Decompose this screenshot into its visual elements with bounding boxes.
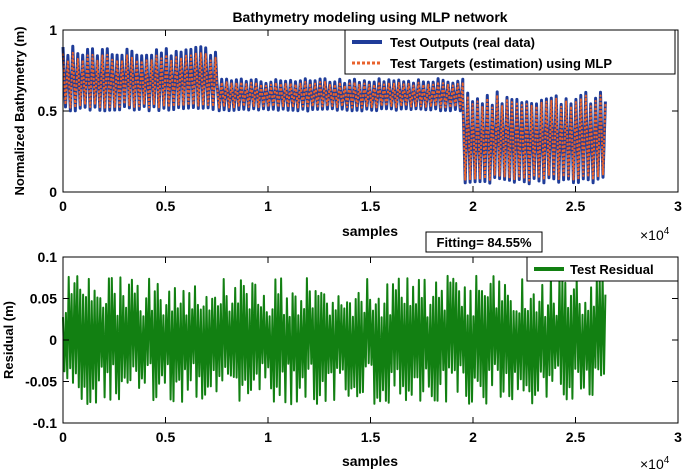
x-tick-label: 0 xyxy=(59,198,67,214)
y-tick-label: 0 xyxy=(49,332,57,348)
x-multiplier-base: ×10 xyxy=(640,456,664,472)
series-line-test-outputs xyxy=(61,44,607,186)
y-tick-label: -0.1 xyxy=(33,415,57,431)
x-tick-label: 2.5 xyxy=(566,198,586,214)
x-multiplier-exponent: 4 xyxy=(664,226,670,237)
x-tick-label: 0.5 xyxy=(156,429,176,445)
fitting-annotation-text: Fitting= 84.55% xyxy=(437,235,532,250)
y-axis-ticks: 00.51 xyxy=(38,22,678,200)
x-tick-label: 2.5 xyxy=(566,429,586,445)
chart-title: Bathymetry modeling using MLP network xyxy=(232,9,507,25)
y-tick-label: 0.5 xyxy=(38,103,58,119)
x-tick-label: 0 xyxy=(59,429,67,445)
legend-box xyxy=(344,29,676,75)
x-multiplier-base: ×10 xyxy=(640,227,664,243)
x-multiplier-exponent: 4 xyxy=(664,455,670,466)
x-exponent-multiplier: ×104 xyxy=(640,226,670,243)
x-tick-label: 1.5 xyxy=(361,198,381,214)
y-tick-label: 0.1 xyxy=(38,249,58,265)
y-axis-label: Normalized Bathymetry (m) xyxy=(12,26,27,195)
legend-label-test-outputs: Test Outputs (real data) xyxy=(390,35,535,50)
x-tick-label: 3 xyxy=(674,429,682,445)
series-line-test-residual xyxy=(62,274,607,406)
plot-area xyxy=(61,44,607,186)
fitting-annotation-box xyxy=(425,231,543,253)
y-axis-label: Residual (m) xyxy=(1,301,16,379)
y-tick-label: 0 xyxy=(49,184,57,200)
plot-area xyxy=(62,274,607,406)
legend-label-test-residual: Test Residual xyxy=(570,262,654,277)
x-axis-ticks: 0 0.5 1 1.5 2 2.5 3 xyxy=(59,257,682,445)
x-axis-label: samples xyxy=(342,453,398,469)
x-exponent-multiplier: ×104 xyxy=(640,455,670,472)
x-tick-label: 1 xyxy=(264,429,272,445)
y-tick-label: 1 xyxy=(49,22,57,38)
x-axis-label: samples xyxy=(342,223,398,239)
x-tick-label: 3 xyxy=(674,198,682,214)
legend-box xyxy=(526,256,679,282)
legend: Test Outputs (real data) Test Targets (e… xyxy=(344,29,676,75)
x-tick-label: 2 xyxy=(469,198,477,214)
series-line-test-targets xyxy=(62,51,607,182)
y-axis-ticks: -0.1 -0.05 0 0.05 0.1 xyxy=(25,249,678,431)
legend-label-test-targets: Test Targets (estimation) using MLP xyxy=(390,56,612,71)
x-tick-label: 0.5 xyxy=(156,198,176,214)
legend: Test Residual xyxy=(526,256,679,282)
y-tick-label: 0.05 xyxy=(30,291,57,307)
y-tick-label: -0.05 xyxy=(25,374,57,390)
x-tick-label: 2 xyxy=(469,429,477,445)
x-tick-label: 1 xyxy=(264,198,272,214)
x-tick-label: 1.5 xyxy=(361,429,381,445)
fitting-annotation: Fitting= 84.55% xyxy=(425,231,543,253)
